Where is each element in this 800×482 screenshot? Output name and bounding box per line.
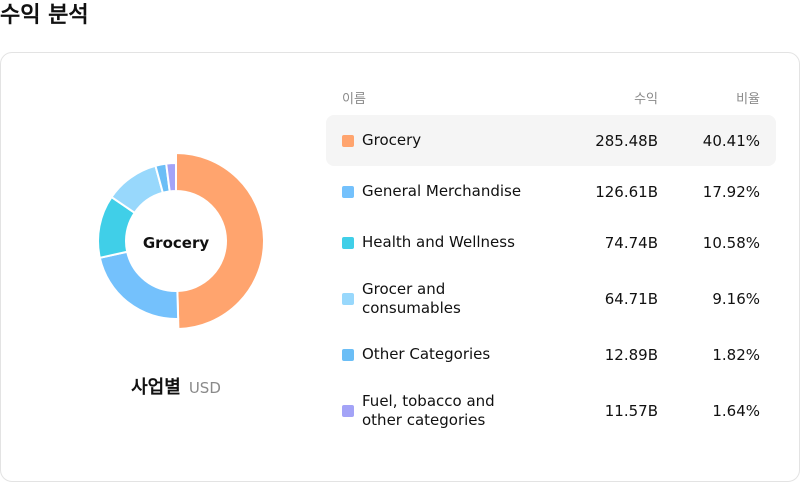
row-ratio: 1.64% xyxy=(712,401,760,420)
chart-caption-unit: USD xyxy=(188,379,221,397)
row-name: Other Categories xyxy=(362,345,491,363)
legend-swatch-icon xyxy=(342,292,354,305)
row-name: General Merchandise xyxy=(362,182,522,200)
row-revenue: 64.71B xyxy=(604,289,658,308)
row-revenue: 285.48B xyxy=(556,115,658,166)
revenue-card: Grocery 사업별 USD 이름 수익 비율 Grocery 285.48B … xyxy=(0,52,800,482)
chart-caption: 사업별 USD xyxy=(1,373,351,399)
table-header: 이름 수익 비율 xyxy=(326,79,776,115)
page-title: 수익 분석 xyxy=(0,3,89,28)
table-row[interactable]: Fuel, tobacco and other categories 11.57… xyxy=(326,380,776,441)
donut-slice-5[interactable] xyxy=(165,161,177,193)
donut-slice-1[interactable] xyxy=(98,250,180,320)
row-ratio: 40.41% xyxy=(658,115,776,166)
table-row[interactable]: Health and Wellness 74.74B 10.58% xyxy=(326,217,776,268)
row-ratio: 1.82% xyxy=(712,345,760,364)
legend-swatch-icon xyxy=(342,348,354,361)
row-ratio: 9.16% xyxy=(712,289,760,308)
row-name: Fuel, tobacco and other categories xyxy=(362,391,495,429)
legend-swatch-icon xyxy=(342,134,354,147)
chart-caption-title: 사업별 xyxy=(131,377,181,398)
header-name: 이름 xyxy=(342,91,366,107)
header-ratio: 비율 xyxy=(736,91,760,107)
row-revenue: 12.89B xyxy=(604,345,658,364)
table-row[interactable]: Grocery 285.48B 40.41% xyxy=(326,115,776,166)
row-name: Health and Wellness xyxy=(362,233,515,251)
legend-swatch-icon xyxy=(342,185,354,198)
row-revenue: 74.74B xyxy=(604,233,658,252)
table-row[interactable]: Grocer and consumables 64.71B 9.16% xyxy=(326,268,776,329)
donut-chart: Grocery xyxy=(76,153,276,333)
table-row[interactable]: General Merchandise 126.61B 17.92% xyxy=(326,166,776,217)
legend-swatch-icon xyxy=(342,404,354,417)
legend-swatch-icon xyxy=(342,236,354,249)
row-ratio: 10.58% xyxy=(702,233,760,252)
row-ratio: 17.92% xyxy=(702,182,760,201)
row-name: Grocery xyxy=(362,131,422,149)
row-revenue: 126.61B xyxy=(595,182,658,201)
row-name: Grocer and consumables xyxy=(362,279,461,317)
revenue-table: 이름 수익 비율 Grocery 285.48B 40.41% General … xyxy=(326,79,776,441)
donut-svg xyxy=(97,153,266,330)
table-row[interactable]: Other Categories 12.89B 1.82% xyxy=(326,329,776,380)
row-revenue: 11.57B xyxy=(604,401,658,420)
donut-slice-0[interactable] xyxy=(175,153,266,330)
header-revenue: 수익 xyxy=(634,91,658,107)
